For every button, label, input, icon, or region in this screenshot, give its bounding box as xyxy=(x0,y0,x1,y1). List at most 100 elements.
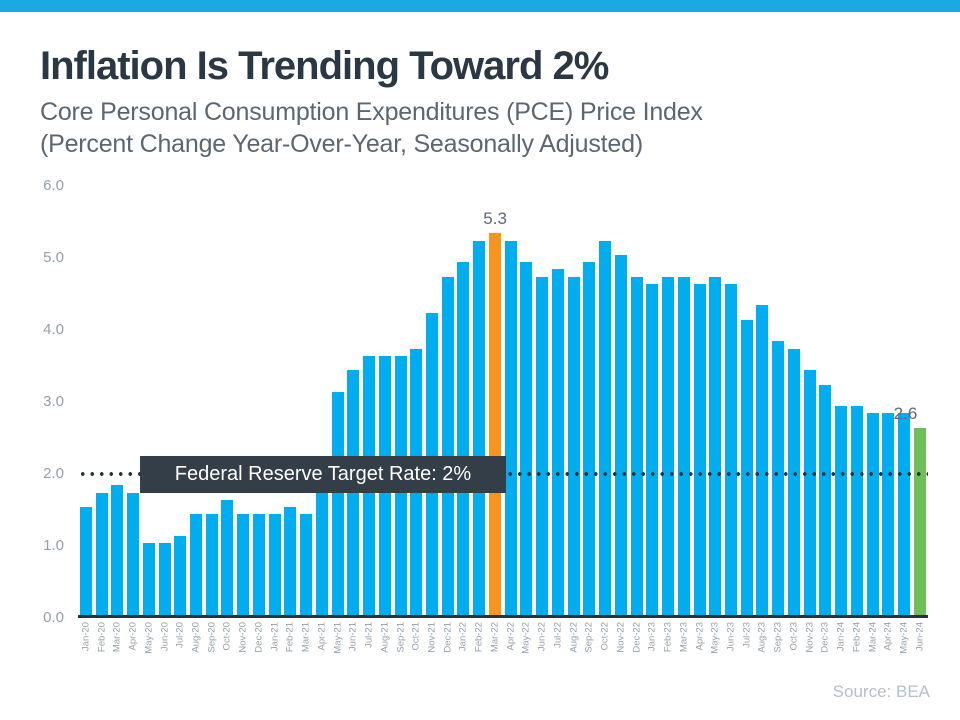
x-slot: May-24 xyxy=(896,618,912,670)
y-tick-label: 1.0 xyxy=(43,537,64,554)
bar-Aug-23 xyxy=(756,305,769,615)
x-tick-label: May-23 xyxy=(709,622,721,654)
x-slot: May-21 xyxy=(330,618,346,670)
x-tick-label: Aug-21 xyxy=(379,622,391,653)
x-slot: Jan-24 xyxy=(833,618,849,670)
x-slot: May-23 xyxy=(707,618,723,670)
x-slot: Oct-20 xyxy=(220,618,236,670)
x-tick-label: Sep-21 xyxy=(394,622,406,653)
x-tick-label: May-21 xyxy=(331,622,343,654)
x-slot: Nov-22 xyxy=(613,618,629,670)
x-slot: Mar-24 xyxy=(865,618,881,670)
bar-Jan-20 xyxy=(79,507,92,615)
bar-Oct-20 xyxy=(221,499,234,615)
x-slot: Jan-23 xyxy=(644,618,660,670)
page-header: Inflation Is Trending Toward 2% Core Per… xyxy=(40,44,960,160)
x-slot: Dec-21 xyxy=(440,618,456,670)
bar-slot xyxy=(865,186,881,615)
bar-Oct-23 xyxy=(787,348,800,615)
bar-slot xyxy=(833,186,849,615)
bar-Apr-20 xyxy=(127,492,140,615)
bar-slot xyxy=(204,186,220,615)
bar-slot xyxy=(424,186,440,615)
bar-slot xyxy=(314,186,330,615)
page-subtitle-line2: (Percent Change Year-Over-Year, Seasonal… xyxy=(40,130,643,158)
x-slot: Mar-22 xyxy=(487,618,503,670)
x-slot: Oct-21 xyxy=(408,618,424,670)
x-slot: Apr-20 xyxy=(125,618,141,670)
bar-slot xyxy=(786,186,802,615)
bar-series xyxy=(78,186,928,615)
bar-May-22 xyxy=(520,262,533,615)
x-axis: Jan-20 Feb-20 Mar-20 Apr-20 May-20 Jun-20 Jul-… xyxy=(78,618,928,670)
bar-slot xyxy=(896,186,912,615)
x-tick-label: Nov-23 xyxy=(803,622,815,653)
bar-slot xyxy=(220,186,236,615)
bar-slot xyxy=(267,186,283,615)
bar-slot xyxy=(487,186,503,615)
bar-slot xyxy=(456,186,472,615)
x-slot: Jul-22 xyxy=(550,618,566,670)
bar-slot xyxy=(78,186,94,615)
x-tick-label: Apr-23 xyxy=(693,622,705,651)
x-tick-label: Feb-20 xyxy=(95,622,107,653)
bar-slot xyxy=(566,186,582,615)
x-slot: Jul-21 xyxy=(361,618,377,670)
bar-slot xyxy=(644,186,660,615)
bar-slot xyxy=(707,186,723,615)
bar-slot xyxy=(440,186,456,615)
bar-Dec-21 xyxy=(441,276,454,615)
x-tick-label: Apr-20 xyxy=(127,622,139,651)
x-slot: Feb-24 xyxy=(849,618,865,670)
bar-slot xyxy=(94,186,110,615)
y-tick-label: 2.0 xyxy=(43,465,64,482)
x-tick-label: Jul-21 xyxy=(363,622,375,648)
bar-slot xyxy=(345,186,361,615)
x-tick-label: Jan-23 xyxy=(646,622,658,652)
x-tick-label: Sep-23 xyxy=(772,622,784,653)
x-slot: Feb-20 xyxy=(94,618,110,670)
bar-slot xyxy=(692,186,708,615)
x-slot: Apr-22 xyxy=(503,618,519,670)
peak-value-label: 5.3 xyxy=(483,209,507,229)
bar-Sep-22 xyxy=(583,262,596,615)
x-tick-label: Nov-21 xyxy=(426,622,438,653)
x-slot: Sep-20 xyxy=(204,618,220,670)
bar-Nov-22 xyxy=(614,255,627,615)
x-slot: Sep-22 xyxy=(582,618,598,670)
x-slot: Jun-23 xyxy=(723,618,739,670)
bar-Mar-21 xyxy=(300,514,313,615)
bar-slot xyxy=(676,186,692,615)
bar-Mar-23 xyxy=(677,276,690,615)
x-slot: Apr-23 xyxy=(692,618,708,670)
x-tick-label: Feb-22 xyxy=(473,622,485,653)
x-tick-label: Sep-22 xyxy=(583,622,595,653)
bar-Apr-21 xyxy=(315,471,328,615)
y-tick-label: 3.0 xyxy=(43,393,64,410)
bar-slot xyxy=(818,186,834,615)
x-tick-label: Mar-21 xyxy=(300,622,312,653)
x-slot: Nov-23 xyxy=(802,618,818,670)
bar-Jan-21 xyxy=(268,514,281,615)
bar-Jun-20 xyxy=(158,543,171,615)
x-slot: Aug-20 xyxy=(188,618,204,670)
bar-slot xyxy=(770,186,786,615)
bar-slot xyxy=(157,186,173,615)
x-tick-label: Aug-22 xyxy=(567,622,579,653)
y-tick-label: 4.0 xyxy=(43,321,64,338)
bar-slot xyxy=(172,186,188,615)
x-tick-label: Jan-22 xyxy=(457,622,469,652)
x-slot: Feb-22 xyxy=(471,618,487,670)
bar-May-24 xyxy=(898,413,911,615)
bar-Oct-22 xyxy=(599,240,612,615)
x-tick-label: Oct-22 xyxy=(599,622,611,651)
x-slot: Oct-23 xyxy=(786,618,802,670)
bar-Mar-24 xyxy=(866,413,879,615)
bar-slot xyxy=(503,186,519,615)
x-tick-label: Feb-24 xyxy=(851,622,863,653)
bar-slot xyxy=(408,186,424,615)
x-tick-label: Feb-23 xyxy=(662,622,674,653)
chart: 6.0 5.0 4.0 3.0 2.0 1.0 0.0 Federal Reserve Ta… xyxy=(0,177,960,626)
x-slot: Jan-21 xyxy=(267,618,283,670)
x-tick-label: Oct-20 xyxy=(221,622,233,651)
